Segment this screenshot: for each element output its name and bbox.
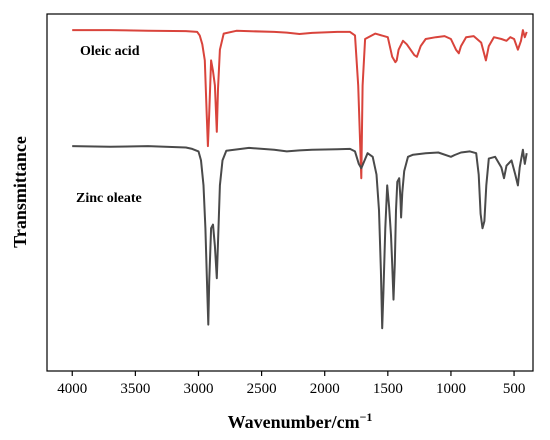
series-label-zinc-oleate: Zinc oleate [76,191,142,206]
x-tick-label: 1500 [373,381,403,397]
x-axis-label-text: Wavenumber/cm [228,412,360,432]
x-axis-label: Wavenumber/cm−1 [228,410,373,432]
x-tick-label: 3500 [120,381,150,397]
x-tick-label: 4000 [57,381,87,397]
x-tick-label: 2500 [247,381,277,397]
series-line-oleic-acid [72,29,528,180]
x-axis-label-superscript: −1 [360,410,373,424]
x-tick-label: 3000 [183,381,213,397]
plot-frame [46,13,534,372]
series-line-zinc-oleate [72,145,528,330]
x-tick-label: 2000 [310,381,340,397]
x-axis-ticks: 4000 3500 3000 2500 2000 1500 1000 500 [57,371,525,397]
x-tick-label: 1000 [436,381,466,397]
series-label-oleic-acid: Oleic acid [80,44,140,59]
y-axis-label: Transmittance [10,136,30,248]
x-tick-label: 500 [503,381,526,397]
series-layer [72,29,528,330]
